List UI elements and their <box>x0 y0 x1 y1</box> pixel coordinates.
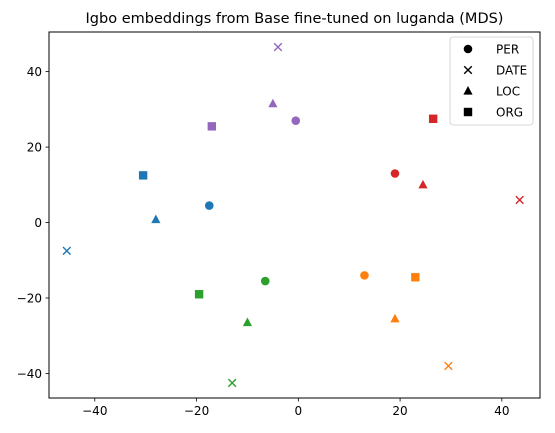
y-tick-label: 40 <box>27 65 42 79</box>
data-point-x <box>273 42 283 52</box>
legend-label: PER <box>496 42 519 56</box>
legend-box <box>449 36 534 126</box>
data-point-x <box>515 195 524 205</box>
data-point-triangle <box>390 313 400 323</box>
chart-title: Igbo embeddings from Base fine-tuned on … <box>86 11 504 27</box>
legend-marker-square <box>463 107 473 117</box>
x-tick-label: −20 <box>184 404 209 418</box>
legend: PER DATE LOC ORG <box>449 36 534 126</box>
data-point-triangle <box>151 214 161 224</box>
x-tick-label: 40 <box>494 404 509 418</box>
data-point-square <box>428 114 438 123</box>
data-point-triangle <box>268 98 278 108</box>
y-tick-label: 0 <box>34 216 42 230</box>
x-tick-label: 20 <box>392 404 407 418</box>
data-point-square <box>207 122 217 131</box>
y-tick-label: −40 <box>17 367 42 381</box>
legend-marker-circle <box>463 44 473 54</box>
data-point-triangle <box>242 317 253 327</box>
legend-marker-x <box>463 65 473 75</box>
data-point-circle <box>291 116 301 125</box>
y-tick-label: 20 <box>27 140 42 154</box>
data-point-circle <box>360 271 369 280</box>
legend-marker-triangle <box>463 86 473 95</box>
legend-label: ORG <box>496 105 523 119</box>
x-tick-label: −40 <box>82 404 107 418</box>
data-point-square <box>411 273 420 282</box>
legend-label: DATE <box>496 63 527 77</box>
data-point-square <box>194 290 204 299</box>
data-point-x <box>227 378 237 388</box>
data-point-triangle <box>418 179 428 189</box>
data-point-x <box>444 361 453 371</box>
data-point-circle <box>390 169 400 178</box>
axis-ticks: −40 −20 0 20 40 −40 −20 0 20 40 <box>17 65 510 418</box>
data-point-circle <box>260 276 270 286</box>
x-tick-label: 0 <box>294 404 302 418</box>
data-point-x <box>62 246 72 256</box>
plot-frame <box>48 31 541 399</box>
data-point-circle <box>204 201 214 210</box>
legend-label: LOC <box>496 84 520 98</box>
y-tick-label: −20 <box>17 291 42 305</box>
data-point-square <box>138 171 148 180</box>
data-points <box>62 42 524 388</box>
